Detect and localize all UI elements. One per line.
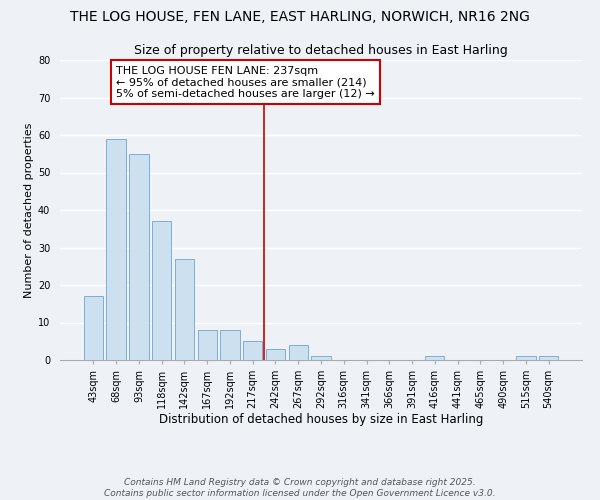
X-axis label: Distribution of detached houses by size in East Harling: Distribution of detached houses by size … [159, 412, 483, 426]
Bar [197, 330, 217, 360]
Bar [289, 345, 308, 360]
Bar [311, 356, 331, 360]
Bar [516, 356, 536, 360]
Bar [106, 138, 126, 360]
Bar [539, 356, 558, 360]
Bar [152, 221, 172, 360]
Bar [175, 259, 194, 360]
Bar [425, 356, 445, 360]
Bar [243, 341, 262, 360]
Text: Contains HM Land Registry data © Crown copyright and database right 2025.
Contai: Contains HM Land Registry data © Crown c… [104, 478, 496, 498]
Bar [84, 296, 103, 360]
Bar [220, 330, 239, 360]
Bar [129, 154, 149, 360]
Y-axis label: Number of detached properties: Number of detached properties [24, 122, 34, 298]
Text: THE LOG HOUSE, FEN LANE, EAST HARLING, NORWICH, NR16 2NG: THE LOG HOUSE, FEN LANE, EAST HARLING, N… [70, 10, 530, 24]
Text: THE LOG HOUSE FEN LANE: 237sqm
← 95% of detached houses are smaller (214)
5% of : THE LOG HOUSE FEN LANE: 237sqm ← 95% of … [116, 66, 375, 99]
Title: Size of property relative to detached houses in East Harling: Size of property relative to detached ho… [134, 44, 508, 58]
Bar [266, 349, 285, 360]
